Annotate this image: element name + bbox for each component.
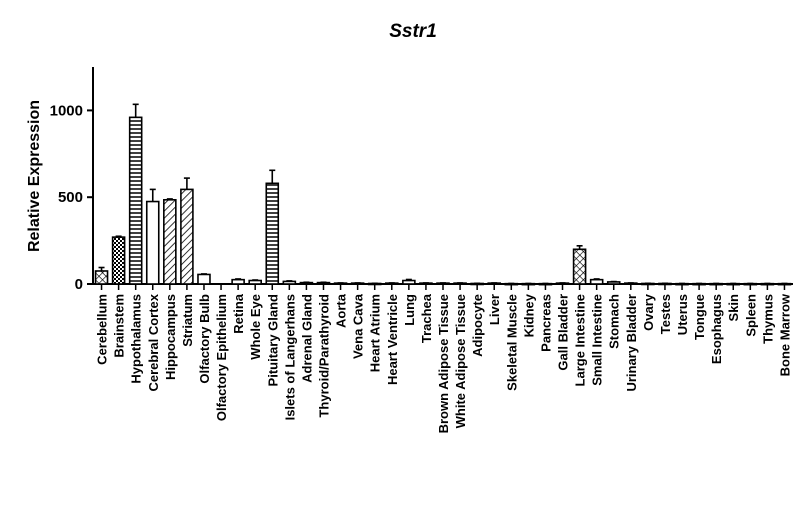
x-tick-label: Striatum — [180, 294, 195, 347]
bar — [111, 236, 126, 285]
bar — [231, 278, 245, 285]
x-tick-label: Trachea — [419, 293, 434, 343]
x-tick-label: Retina — [231, 293, 246, 334]
x-tick-label: Lung — [402, 294, 417, 326]
x-tick-label: Olfactory Epithelium — [214, 294, 229, 421]
bar — [572, 248, 587, 285]
y-tick-label: 500 — [58, 189, 83, 206]
bar — [589, 278, 604, 285]
x-tick-label: Gall Bladder — [556, 294, 571, 371]
x-tick-label: Brainstem — [112, 294, 127, 358]
bar — [248, 279, 262, 285]
x-tick-label: Adipocyte — [470, 294, 485, 357]
y-tick-label: 0 — [75, 276, 83, 293]
bar — [282, 280, 297, 285]
x-tick-label: Bone Marrow — [777, 293, 792, 376]
x-tick-label: Hippocampus — [163, 294, 178, 380]
x-tick-label: Brown Adipose Tissue — [436, 294, 451, 433]
bar — [128, 116, 143, 285]
x-tick-label: Tongue — [692, 294, 707, 340]
bar — [265, 182, 280, 285]
x-tick-label: Thyroid/Parathyroid — [316, 294, 331, 418]
bar — [94, 270, 109, 285]
x-tick-label: Adrenal Gland — [299, 294, 314, 383]
x-tick-label: Urinary Bladder — [624, 294, 639, 392]
x-tick-label: Cerebellum — [95, 294, 110, 365]
x-tick-label: Testes — [658, 294, 673, 334]
bar — [402, 279, 416, 285]
x-tick-label: Islets of Langerhans — [282, 294, 297, 420]
y-tick-label: 1000 — [50, 102, 83, 119]
bar — [197, 273, 211, 285]
x-tick-label: Heart Atrium — [368, 294, 383, 372]
x-tick-label: Liver — [487, 294, 502, 325]
bar — [163, 199, 177, 285]
x-tick-label: Whole Eye — [248, 294, 263, 360]
x-tick-label: Uterus — [675, 294, 690, 335]
x-tick-label: Skeletal Muscle — [504, 294, 519, 391]
x-tick-label: Vena Cava — [351, 293, 366, 359]
bar — [180, 188, 194, 285]
x-tick-label: Thymus — [760, 294, 775, 344]
x-tick-label: Stomach — [607, 294, 622, 349]
x-tick-label: Pancreas — [538, 294, 553, 352]
x-tick-labels: Cerebellum Brainstem Hypothalamus Cerebral … — [95, 284, 792, 433]
bar — [145, 200, 160, 285]
x-tick-label: Ovary — [641, 293, 656, 331]
x-tick-label: Pituitary Gland — [265, 294, 280, 387]
x-tick-label: Heart Ventricle — [385, 294, 400, 385]
bars — [94, 103, 792, 286]
x-tick-label: White Adipose Tissue — [453, 294, 468, 428]
x-tick-label: Skin — [726, 294, 741, 322]
x-tick-label: Esophagus — [709, 294, 724, 364]
x-tick-label: Olfactory Bulb — [197, 294, 212, 384]
x-tick-label: Small Intestine — [590, 294, 605, 386]
axes: 0 500 1000 — [50, 67, 793, 293]
x-tick-label: Large Intestine — [573, 294, 588, 386]
chart-title: Sstr1 — [389, 21, 437, 42]
x-tick-label: Aorta — [334, 293, 349, 328]
x-tick-label: Hypothalamus — [129, 294, 144, 384]
x-tick-label: Cerebral Cortex — [146, 293, 161, 391]
x-tick-label: Spleen — [743, 294, 758, 337]
y-axis-label: Relative Expression — [26, 100, 43, 252]
x-tick-label: Kidney — [521, 293, 536, 337]
